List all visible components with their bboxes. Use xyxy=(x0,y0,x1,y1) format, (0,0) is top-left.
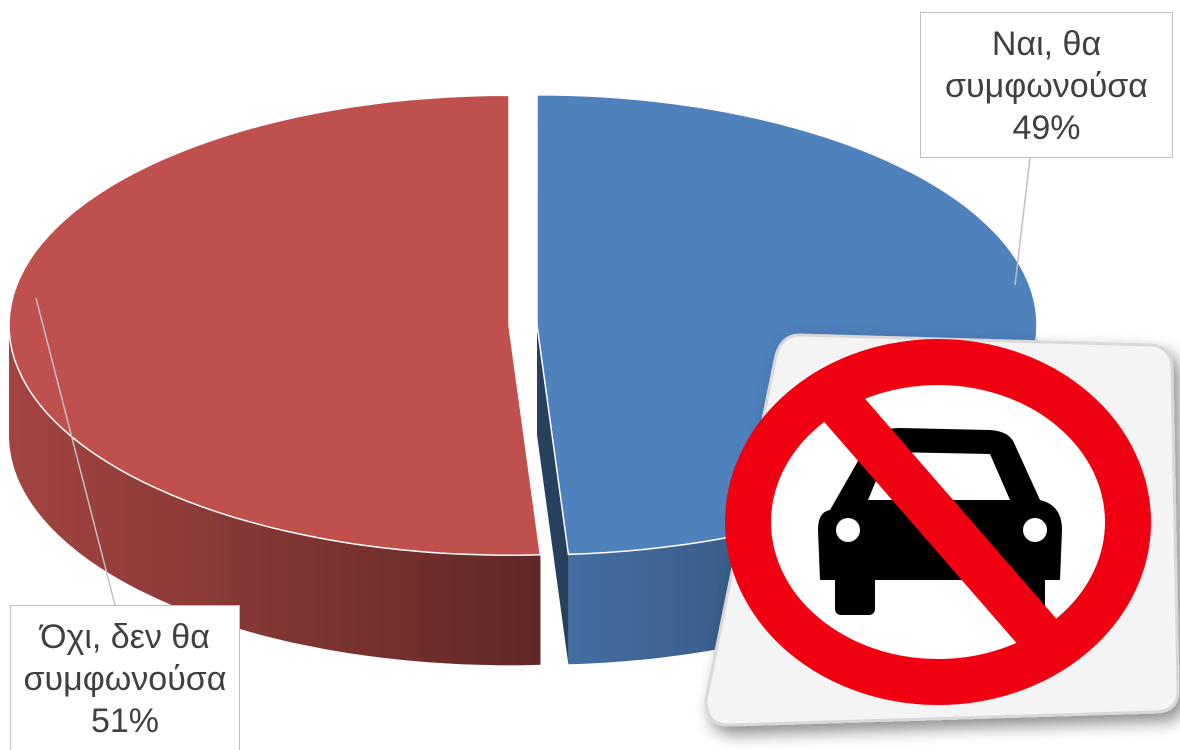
no-car-icon xyxy=(704,333,1180,727)
leader-line xyxy=(35,297,116,606)
slice xyxy=(8,94,542,556)
sign-slash xyxy=(822,389,1058,651)
label-value: 49% xyxy=(1012,109,1081,147)
label-category: Όχι, δεν θα συμφωνούσα xyxy=(23,618,227,698)
data-label: Ναι, θα συμφωνούσα 49% xyxy=(920,12,1173,158)
slice-side-shade xyxy=(9,325,541,666)
leader-line xyxy=(1014,157,1031,286)
data-label: Όχι, δεν θα συμφωνούσα 51% xyxy=(10,605,240,750)
label-category: Ναι, θα συμφωνούσα xyxy=(945,25,1148,105)
slice-face-shade xyxy=(536,324,569,665)
label-value: 51% xyxy=(90,702,160,740)
